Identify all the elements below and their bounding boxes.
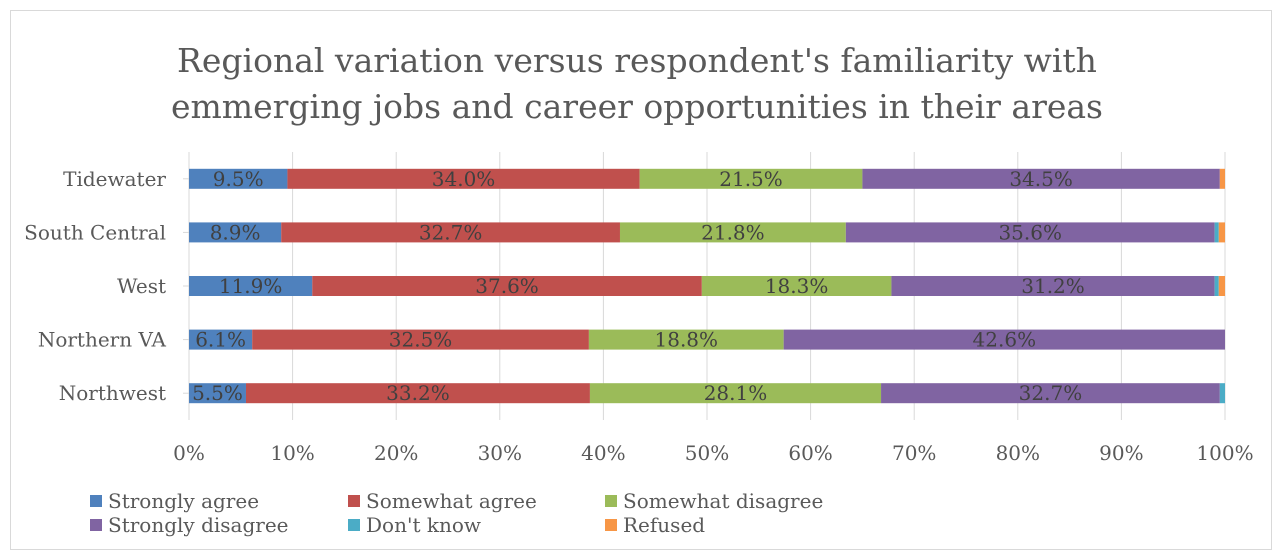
legend-swatch — [348, 519, 360, 531]
legend-label: Somewhat agree — [366, 489, 537, 513]
bar-segment — [189, 222, 282, 243]
bar-segment — [189, 168, 288, 189]
x-tick-label: 90% — [1099, 441, 1143, 465]
bar-segment — [588, 329, 784, 350]
legend-label: Don't know — [366, 513, 482, 537]
y-category-label: Tidewater — [63, 167, 166, 191]
bar-segment — [1219, 383, 1225, 404]
legend-item-somewhat-agree: Somewhat agree — [348, 489, 537, 513]
bar-segment — [845, 222, 1215, 243]
legend-label: Somewhat disagree — [623, 489, 824, 513]
chart-title-line-1: Regional variation versus respondent's f… — [177, 41, 1097, 80]
data-label: 21.5% — [719, 167, 783, 191]
legend-item-dont-know: Don't know — [348, 513, 481, 537]
bar-segment — [252, 329, 589, 350]
data-label: 8.9% — [210, 220, 261, 244]
x-tick-label: 40% — [581, 441, 625, 465]
x-tick-label: 100% — [1196, 441, 1253, 465]
bar-segment — [245, 383, 590, 404]
x-tick-label: 0% — [173, 441, 205, 465]
legend-item-somewhat-disagree: Somewhat disagree — [605, 489, 823, 513]
legend-item-strongly-disagree: Strongly disagree — [90, 513, 289, 537]
legend-item-strongly-agree: Strongly agree — [90, 489, 259, 513]
data-label: 9.5% — [213, 167, 264, 191]
chart-title: Regional variation versus respondent's f… — [0, 38, 1274, 130]
bar-chart-plot: 0% 10% 20% 30% 40% 50% 60% 70% 80% 90% 100% 9.5% 34.… — [24, 152, 1254, 465]
bar-segment — [701, 276, 892, 296]
chart-title-line-2: emmerging jobs and career opportunities … — [170, 87, 1103, 126]
data-label: 28.1% — [704, 381, 768, 405]
y-category-label: West — [117, 274, 166, 298]
legend-label: Refused — [623, 513, 706, 537]
data-label: 42.6% — [973, 328, 1037, 352]
bar-segment — [281, 222, 620, 243]
y-category-label: South Central — [24, 220, 166, 244]
bar-segment — [1214, 276, 1219, 296]
legend-label: Strongly disagree — [108, 513, 289, 537]
data-label: 32.7% — [1019, 381, 1083, 405]
y-category-label: Northwest — [59, 381, 166, 405]
bar-segment — [189, 276, 313, 296]
bar-segment — [1218, 276, 1225, 296]
bar-segment — [589, 383, 882, 404]
bar-segment — [891, 276, 1215, 296]
data-label: 18.8% — [655, 328, 719, 352]
data-label: 21.8% — [701, 220, 765, 244]
bar-segment — [1219, 168, 1225, 189]
legend-swatch — [605, 495, 617, 507]
y-category-label: Northern VA — [38, 328, 167, 352]
data-label: 32.7% — [419, 220, 483, 244]
data-label: 37.6% — [475, 274, 539, 298]
data-label: 32.5% — [389, 328, 453, 352]
data-label: 35.6% — [998, 220, 1062, 244]
bar-segment — [639, 168, 863, 189]
chart-legend: Strongly agree Somewhat agree Somewhat d… — [90, 489, 1090, 537]
bar-segment — [619, 222, 846, 243]
x-tick-label: 70% — [892, 441, 936, 465]
x-tick-label: 80% — [996, 441, 1040, 465]
legend-swatch — [90, 495, 102, 507]
legend-swatch — [348, 495, 360, 507]
data-label: 34.0% — [432, 167, 496, 191]
legend-swatch — [90, 519, 102, 531]
x-tick-label: 20% — [374, 441, 418, 465]
legend-item-refused: Refused — [605, 513, 705, 537]
legend-swatch — [605, 519, 617, 531]
x-tick-label: 50% — [685, 441, 729, 465]
x-tick-label: 60% — [788, 441, 832, 465]
bar-segment — [1218, 222, 1225, 243]
data-label: 18.3% — [765, 274, 829, 298]
x-tick-label: 30% — [478, 441, 522, 465]
bar-segment — [189, 383, 246, 404]
bar-segment — [881, 383, 1220, 404]
bar-segment — [287, 168, 640, 189]
data-label: 5.5% — [192, 381, 243, 405]
data-label: 33.2% — [386, 381, 450, 405]
data-label: 34.5% — [1009, 167, 1073, 191]
data-label: 6.1% — [195, 328, 246, 352]
legend-row-1: Strongly agree Somewhat agree Somewhat d… — [90, 489, 1090, 513]
bar-segment — [1214, 222, 1219, 243]
legend-label: Strongly agree — [108, 489, 260, 513]
bar-segment — [783, 329, 1225, 350]
legend-row-2: Strongly disagree Don't know Refused — [90, 513, 1090, 537]
x-tick-label: 10% — [270, 441, 314, 465]
data-label: 11.9% — [219, 274, 283, 298]
bar-segment — [312, 276, 702, 296]
bar-segment — [189, 329, 253, 350]
bar-segment — [862, 168, 1220, 189]
data-label: 31.2% — [1021, 274, 1085, 298]
